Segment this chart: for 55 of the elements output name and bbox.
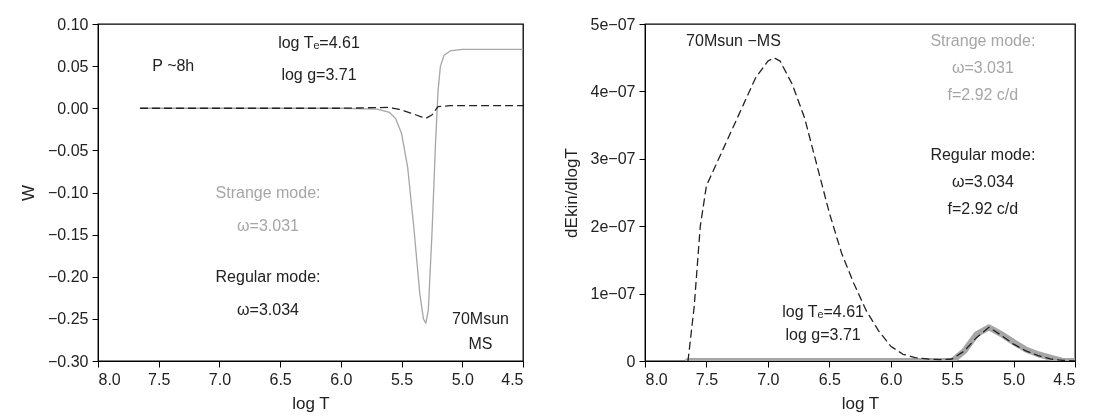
y-tick-label: −0.15 bbox=[48, 226, 89, 244]
x-tick-label: 4.5 bbox=[1053, 370, 1076, 388]
line-series bbox=[687, 57, 1075, 361]
y-axis-title: W bbox=[19, 184, 39, 202]
line-series bbox=[139, 105, 523, 120]
annotation: Regular mode: bbox=[215, 267, 321, 285]
annotation: log g=3.71 bbox=[785, 326, 861, 344]
y-tick-label: −0.30 bbox=[48, 352, 89, 370]
y-tick-label: 0.00 bbox=[57, 99, 89, 117]
x-tick-label: 8.0 bbox=[645, 370, 668, 388]
annotation: log Tₑ=4.61 bbox=[278, 33, 360, 51]
x-tick-label: 7.5 bbox=[148, 370, 171, 388]
y-tick-label: 4e−07 bbox=[590, 82, 636, 100]
x-tick-label: 6.5 bbox=[269, 370, 292, 388]
x-tick-label: 6.5 bbox=[818, 370, 841, 388]
annotation: MS bbox=[468, 335, 493, 353]
annotation: f=2.92 c/d bbox=[947, 200, 1019, 218]
y-tick-label: 1e−07 bbox=[590, 285, 636, 303]
y-tick-label: 3e−07 bbox=[590, 150, 636, 168]
x-tick-label: 6.0 bbox=[330, 370, 353, 388]
annotation: f=2.92 c/d bbox=[947, 85, 1019, 103]
y-tick-label: −0.10 bbox=[48, 184, 89, 201]
annotation: ω=3.034 bbox=[237, 301, 300, 319]
y-tick-label: −0.05 bbox=[48, 141, 89, 159]
annotation: P ~8h bbox=[152, 57, 195, 75]
x-tick-label: 8.0 bbox=[98, 370, 121, 388]
y-tick-label: 0 bbox=[626, 352, 636, 370]
x-tick-label: 6.0 bbox=[880, 370, 903, 388]
annotation: ω=3.031 bbox=[951, 58, 1014, 76]
x-tick-label: 4.5 bbox=[501, 370, 524, 388]
y-tick-label: 5e−07 bbox=[590, 15, 636, 33]
x-tick-label: 5.0 bbox=[1002, 370, 1026, 388]
annotation: log Tₑ=4.61 bbox=[782, 303, 865, 321]
x-tick-label: 5.5 bbox=[941, 370, 964, 388]
y-tick-label: 2e−07 bbox=[590, 217, 636, 235]
x-tick-label: 5.0 bbox=[451, 370, 474, 388]
y-tick-label: −0.20 bbox=[48, 268, 89, 286]
x-tick-label: 7.5 bbox=[695, 370, 719, 388]
annotation: log g=3.71 bbox=[281, 65, 357, 83]
annotation: 70Msun −MS bbox=[686, 31, 781, 49]
annotation: ω=3.031 bbox=[237, 217, 300, 235]
annotation: Strange mode: bbox=[930, 31, 1036, 49]
annotation: Regular mode: bbox=[930, 146, 1036, 164]
x-tick-label: 5.5 bbox=[390, 370, 414, 388]
y-tick-label: 0.05 bbox=[57, 57, 89, 75]
y-tick-label: 0.10 bbox=[57, 15, 89, 33]
annotation: 70Msun bbox=[452, 309, 509, 327]
x-tick-label: 7.0 bbox=[208, 370, 232, 388]
y-tick-label: −0.25 bbox=[48, 310, 89, 328]
y-axis-title: dEkin/dlogT bbox=[561, 148, 581, 238]
x-axis-title: log T bbox=[841, 393, 880, 413]
annotation: ω=3.034 bbox=[951, 173, 1014, 191]
annotation: Strange mode: bbox=[215, 183, 321, 201]
x-axis-title: log T bbox=[292, 393, 330, 413]
x-tick-label: 7.0 bbox=[757, 370, 780, 388]
